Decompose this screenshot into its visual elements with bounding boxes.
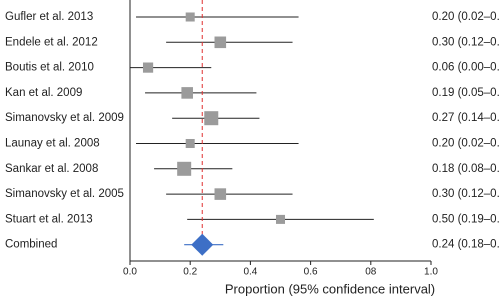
x-tick-label: 0.4 bbox=[243, 267, 257, 278]
study-label: Simanovsky et al. 2005 bbox=[5, 188, 124, 200]
estimate-square bbox=[142, 62, 154, 73]
estimate-square bbox=[214, 188, 227, 200]
estimate-square bbox=[275, 214, 286, 224]
study-label: Endele et al. 2012 bbox=[5, 36, 98, 48]
estimate-square bbox=[185, 138, 195, 149]
x-tick-label: 0.6 bbox=[304, 267, 318, 278]
estimate-square bbox=[185, 12, 195, 22]
value-label: 0.30 (0.12–0.54) bbox=[432, 36, 500, 48]
x-axis-label: Proportion (95% confidence interval) bbox=[225, 281, 435, 296]
value-label: 0.20 (0.02–0.56) bbox=[432, 11, 500, 23]
summary-diamond bbox=[191, 233, 214, 256]
value-label: 0.18 (0.08–0.34) bbox=[432, 163, 500, 175]
value-label: 0.24 (0.18–0.31) bbox=[432, 239, 500, 251]
study-label: Simanovsky et al. 2009 bbox=[5, 112, 124, 124]
study-label: Launay et al. 2008 bbox=[5, 138, 100, 150]
study-label: Gufler et al. 2013 bbox=[5, 11, 93, 23]
value-label: 0.06 (0.00–0.27) bbox=[432, 62, 500, 74]
study-label: Combined bbox=[5, 239, 57, 251]
estimate-square bbox=[177, 161, 192, 176]
value-label: 0.30 (0.12–0.54) bbox=[432, 188, 500, 200]
value-label: 0.27 (0.14–0.43) bbox=[432, 112, 500, 124]
estimate-square bbox=[181, 87, 193, 99]
x-tick-label: 1.0 bbox=[424, 267, 438, 278]
x-tick-label: 0.0 bbox=[123, 267, 137, 278]
value-label: 0.19 (0.05–0.42) bbox=[432, 87, 500, 99]
estimate-square bbox=[214, 36, 227, 49]
study-label: Boutis et al. 2010 bbox=[5, 62, 94, 74]
estimate-square bbox=[204, 111, 219, 126]
x-tick-label: 08 bbox=[365, 267, 377, 278]
x-tick-label: 0.2 bbox=[183, 267, 197, 278]
study-label: Stuart et al. 2013 bbox=[5, 213, 93, 225]
study-label: Kan et al. 2009 bbox=[5, 87, 82, 99]
value-label: 0.20 (0.02–0.56) bbox=[432, 138, 500, 150]
value-label: 0.50 (0.19–0.81) bbox=[432, 213, 500, 225]
study-label: Sankar et al. 2008 bbox=[5, 163, 98, 175]
